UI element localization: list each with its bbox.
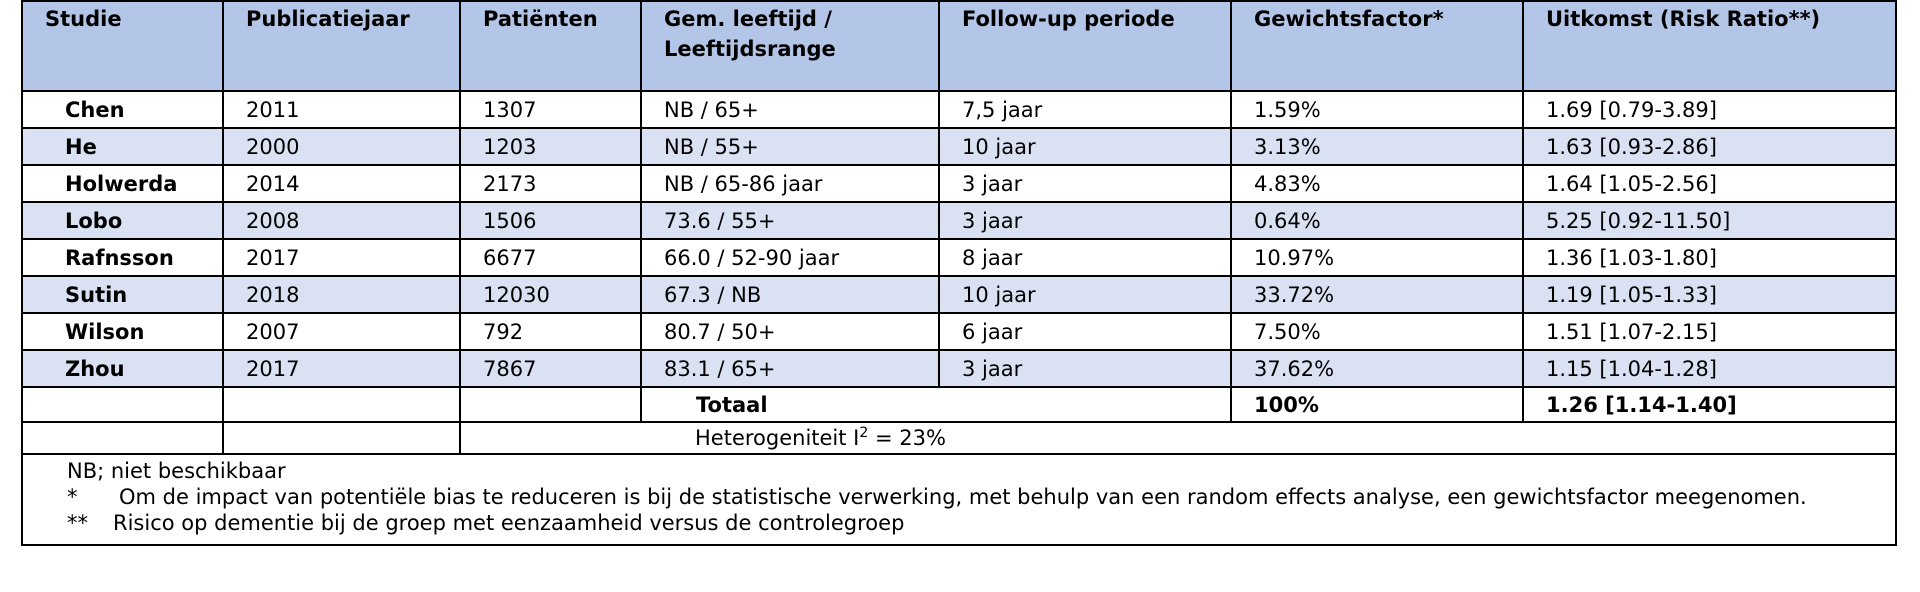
table-row: Sutin 2018 12030 67.3 / NB 10 jaar 33.72… bbox=[21, 275, 1897, 314]
footnote-risk-ratio: ** Risico op dementie bij de groep met e… bbox=[67, 510, 1894, 536]
total-empty-cell bbox=[222, 386, 461, 423]
cell-age: NB / 65-86 jaar bbox=[640, 164, 940, 203]
cell-follow-up: 3 jaar bbox=[938, 164, 1232, 203]
table-row: Lobo 2008 1506 73.6 / 55+ 3 jaar 0.64% 5… bbox=[21, 201, 1897, 240]
cell-age: 66.0 / 52-90 jaar bbox=[640, 238, 940, 277]
cell-follow-up: 10 jaar bbox=[938, 275, 1232, 314]
cell-weight: 3.13% bbox=[1230, 127, 1524, 166]
cell-outcome: 1.19 [1.05-1.33] bbox=[1522, 275, 1897, 314]
heterogeneity-empty-cell bbox=[222, 421, 461, 455]
cell-age: 80.7 / 50+ bbox=[640, 312, 940, 351]
cell-outcome: 1.64 [1.05-2.56] bbox=[1522, 164, 1897, 203]
cell-age: 73.6 / 55+ bbox=[640, 201, 940, 240]
cell-year: 2017 bbox=[222, 238, 461, 277]
cell-patients: 2173 bbox=[459, 164, 642, 203]
table-row: He 2000 1203 NB / 55+ 10 jaar 3.13% 1.63… bbox=[21, 127, 1897, 166]
heterogeneity-row: Heterogeniteit I2 = 23% bbox=[21, 421, 1897, 455]
cell-study: Lobo bbox=[21, 201, 224, 240]
cell-patients: 7867 bbox=[459, 349, 642, 388]
cell-weight: 37.62% bbox=[1230, 349, 1524, 388]
notes-row: NB; niet beschikbaar * Om de impact van … bbox=[21, 453, 1897, 546]
cell-follow-up: 8 jaar bbox=[938, 238, 1232, 277]
cell-follow-up: 10 jaar bbox=[938, 127, 1232, 166]
cell-study: Wilson bbox=[21, 312, 224, 351]
cell-study: Zhou bbox=[21, 349, 224, 388]
heterogeneity-prefix: Heterogeniteit I bbox=[695, 426, 860, 450]
header-cell-weight: Gewichtsfactor* bbox=[1230, 0, 1524, 92]
table-row: Chen 2011 1307 NB / 65+ 7,5 jaar 1.59% 1… bbox=[21, 90, 1897, 129]
cell-year: 2017 bbox=[222, 349, 461, 388]
cell-patients: 1506 bbox=[459, 201, 642, 240]
cell-age: NB / 65+ bbox=[640, 90, 940, 129]
heterogeneity-suffix: = 23% bbox=[868, 426, 946, 450]
table-row: Zhou 2017 7867 83.1 / 65+ 3 jaar 37.62% … bbox=[21, 349, 1897, 388]
total-weight: 100% bbox=[1230, 386, 1524, 423]
cell-year: 2018 bbox=[222, 275, 461, 314]
cell-outcome: 1.36 [1.03-1.80] bbox=[1522, 238, 1897, 277]
header-cell-patients: Patiënten bbox=[459, 0, 642, 92]
meta-analysis-table-container: Studie Publicatiejaar Patiënten Gem. lee… bbox=[21, 0, 1897, 546]
cell-year: 2008 bbox=[222, 201, 461, 240]
header-cell-year: Publicatiejaar bbox=[222, 0, 461, 92]
cell-year: 2007 bbox=[222, 312, 461, 351]
cell-outcome: 1.15 [1.04-1.28] bbox=[1522, 349, 1897, 388]
cell-patients: 1203 bbox=[459, 127, 642, 166]
heterogeneity-cell: Heterogeniteit I2 = 23% bbox=[459, 421, 1897, 455]
footnote-text: NB; niet beschikbaar bbox=[67, 459, 286, 483]
cell-age: 83.1 / 65+ bbox=[640, 349, 940, 388]
cell-patients: 12030 bbox=[459, 275, 642, 314]
cell-weight: 4.83% bbox=[1230, 164, 1524, 203]
footnote-marker: * bbox=[67, 485, 78, 509]
footnote-text: Risico op dementie bij de groep met eenz… bbox=[113, 511, 905, 535]
header-cell-age: Gem. leeftijd / Leeftijdsrange bbox=[640, 0, 940, 92]
cell-age: 67.3 / NB bbox=[640, 275, 940, 314]
heterogeneity-superscript: 2 bbox=[859, 425, 869, 441]
table-row: Wilson 2007 792 80.7 / 50+ 6 jaar 7.50% … bbox=[21, 312, 1897, 351]
cell-age: NB / 55+ bbox=[640, 127, 940, 166]
table-row: Holwerda 2014 2173 NB / 65-86 jaar 3 jaa… bbox=[21, 164, 1897, 203]
meta-analysis-table: Studie Publicatiejaar Patiënten Gem. lee… bbox=[21, 0, 1897, 546]
cell-follow-up: 7,5 jaar bbox=[938, 90, 1232, 129]
cell-study: Rafnsson bbox=[21, 238, 224, 277]
cell-weight: 10.97% bbox=[1230, 238, 1524, 277]
cell-patients: 1307 bbox=[459, 90, 642, 129]
header-cell-outcome: Uitkomst (Risk Ratio**) bbox=[1522, 0, 1897, 92]
cell-patients: 6677 bbox=[459, 238, 642, 277]
cell-weight: 7.50% bbox=[1230, 312, 1524, 351]
header-cell-follow-up: Follow-up periode bbox=[938, 0, 1232, 92]
footnote-text: Om de impact van potentiële bias te redu… bbox=[119, 485, 1807, 509]
cell-year: 2014 bbox=[222, 164, 461, 203]
cell-follow-up: 3 jaar bbox=[938, 201, 1232, 240]
cell-outcome: 1.69 [0.79-3.89] bbox=[1522, 90, 1897, 129]
cell-outcome: 1.51 [1.07-2.15] bbox=[1522, 312, 1897, 351]
footnote-nb: NB; niet beschikbaar bbox=[67, 458, 1894, 484]
cell-study: He bbox=[21, 127, 224, 166]
table-row: Rafnsson 2017 6677 66.0 / 52-90 jaar 8 j… bbox=[21, 238, 1897, 277]
cell-patients: 792 bbox=[459, 312, 642, 351]
cell-year: 2011 bbox=[222, 90, 461, 129]
total-empty-cell bbox=[459, 386, 642, 423]
total-outcome: 1.26 [1.14-1.40] bbox=[1522, 386, 1897, 423]
cell-outcome: 5.25 [0.92-11.50] bbox=[1522, 201, 1897, 240]
notes-cell: NB; niet beschikbaar * Om de impact van … bbox=[21, 453, 1897, 546]
header-row: Studie Publicatiejaar Patiënten Gem. lee… bbox=[21, 0, 1897, 92]
total-label: Totaal bbox=[640, 386, 1232, 423]
heterogeneity-empty-cell bbox=[21, 421, 224, 455]
total-empty-cell bbox=[21, 386, 224, 423]
cell-weight: 1.59% bbox=[1230, 90, 1524, 129]
cell-study: Holwerda bbox=[21, 164, 224, 203]
cell-follow-up: 6 jaar bbox=[938, 312, 1232, 351]
cell-weight: 0.64% bbox=[1230, 201, 1524, 240]
cell-weight: 33.72% bbox=[1230, 275, 1524, 314]
total-row: Totaal 100% 1.26 [1.14-1.40] bbox=[21, 386, 1897, 423]
header-cell-study: Studie bbox=[21, 0, 224, 92]
footnote-weight: * Om de impact van potentiële bias te re… bbox=[67, 484, 1894, 510]
cell-follow-up: 3 jaar bbox=[938, 349, 1232, 388]
cell-outcome: 1.63 [0.93-2.86] bbox=[1522, 127, 1897, 166]
cell-study: Chen bbox=[21, 90, 224, 129]
cell-study: Sutin bbox=[21, 275, 224, 314]
footnote-marker: ** bbox=[67, 511, 88, 535]
cell-year: 2000 bbox=[222, 127, 461, 166]
